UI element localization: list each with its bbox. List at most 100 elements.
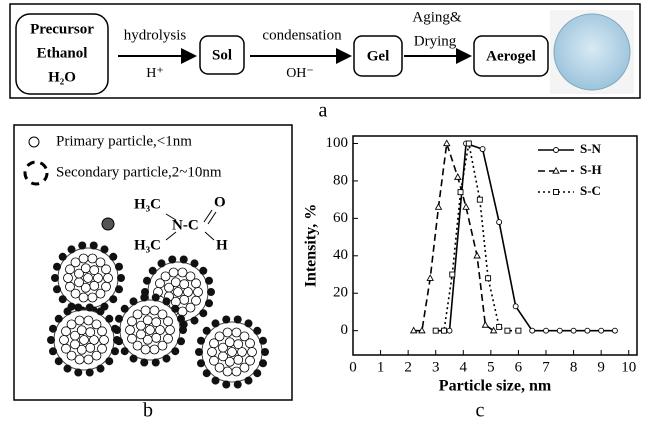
dark-particle [109, 252, 118, 261]
dark-particle [179, 255, 188, 264]
primary-particle [89, 280, 100, 291]
dark-particle [117, 274, 125, 282]
x-tick-label: 0 [349, 359, 357, 375]
primary-particle [91, 350, 102, 361]
legend-label: S-H [580, 162, 602, 177]
step-label: OH⁻ [286, 66, 314, 81]
legend-marker [552, 166, 560, 174]
point [496, 219, 503, 226]
point [496, 323, 503, 330]
dark-particle [199, 266, 208, 275]
primary-particle [101, 281, 111, 292]
primary-particle [179, 294, 190, 305]
step-label: hydrolysis [124, 27, 187, 43]
dark-particle [109, 295, 118, 304]
primary-particle [207, 347, 217, 357]
point [485, 275, 492, 282]
particle-clusters [47, 241, 269, 389]
legend-text: Primary particle,<1nm [56, 133, 192, 149]
primary-particle [231, 366, 242, 377]
step-label: H⁺ [146, 66, 164, 81]
primary-particle [125, 325, 135, 335]
primary-particle [83, 273, 93, 283]
primary-particle [70, 339, 80, 350]
x-tick-label: 7 [542, 359, 550, 375]
formula: H₃C [134, 237, 161, 253]
point [481, 320, 490, 328]
dark-particle [177, 337, 186, 346]
dark-particle [96, 364, 105, 373]
dark-particle [211, 376, 220, 385]
x-tick-label: 5 [487, 359, 495, 375]
primary-particle [80, 263, 91, 274]
primary-particle [76, 344, 87, 355]
dark-particle [205, 276, 214, 285]
precursor-text: Precursor [30, 21, 94, 37]
bond [165, 231, 177, 241]
primary-particle [95, 288, 106, 299]
primary-particle [149, 344, 160, 355]
primary-particle [170, 277, 181, 288]
primary-particle [239, 331, 250, 342]
legend-text: Secondary particle,2~10nm [56, 164, 222, 180]
y-axis-title: Intensity, % [303, 204, 320, 288]
bond [165, 213, 177, 221]
primary-particle [70, 288, 81, 299]
primary-particle [79, 335, 89, 345]
primary-particle [95, 257, 106, 268]
primary-particle [191, 295, 201, 306]
dark-particle [48, 324, 57, 333]
primary-particle [85, 342, 96, 353]
primary-particle [66, 350, 77, 361]
dark-particle [222, 380, 231, 389]
dark-particle [67, 245, 76, 254]
dark-particle [111, 324, 120, 333]
dark-particle [233, 315, 242, 324]
bond [204, 231, 215, 241]
dark-particle [233, 380, 242, 389]
formula: H₃C [134, 196, 161, 212]
x-tick-label: 1 [377, 359, 385, 375]
point [556, 327, 563, 334]
point [476, 196, 483, 203]
primary-particle [165, 325, 175, 335]
dark-particle [261, 348, 269, 356]
point [465, 140, 472, 147]
primary-particle [70, 257, 81, 268]
dark-particle [244, 319, 253, 328]
point [504, 327, 511, 334]
dark-particle [129, 297, 138, 306]
dark-particle [259, 336, 268, 345]
x-tick-label: 8 [570, 359, 578, 375]
dark-particle [195, 348, 203, 356]
series-line [413, 143, 495, 332]
plot-frame [352, 135, 638, 356]
primary-particle [155, 325, 165, 335]
primary-particle [179, 279, 190, 290]
primary-particle [151, 317, 162, 328]
dark-particle [120, 347, 129, 356]
dark-particle [74, 368, 83, 377]
dark-particle [120, 304, 129, 313]
primary-particle [157, 309, 168, 320]
primary-particle [191, 278, 201, 289]
primary-particle [209, 355, 219, 366]
x-tick-label: 9 [597, 359, 605, 375]
dark-particle [85, 303, 94, 312]
point [442, 139, 451, 147]
dark-particle [142, 276, 151, 285]
primary-particle [142, 315, 153, 326]
primary-particle [61, 343, 71, 354]
primary-particle [193, 287, 203, 297]
point [584, 327, 591, 334]
primary-particle [140, 344, 151, 355]
dark-particle [244, 376, 253, 385]
dark-particle [253, 326, 262, 335]
primary-particle [87, 292, 98, 303]
point [529, 327, 536, 334]
point [441, 327, 447, 334]
dark-particle [157, 259, 166, 268]
primary-particle [76, 325, 87, 336]
point [611, 327, 618, 334]
panel-b-frame [13, 124, 293, 401]
